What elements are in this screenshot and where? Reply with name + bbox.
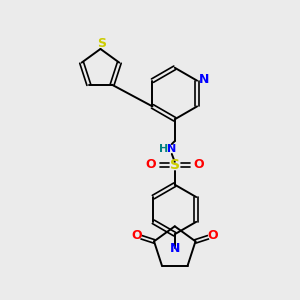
Text: S: S — [170, 158, 180, 172]
Text: N: N — [169, 242, 180, 255]
Text: O: O — [193, 158, 204, 171]
Text: N: N — [167, 144, 176, 154]
Text: S: S — [97, 38, 106, 50]
Text: O: O — [146, 158, 156, 171]
Text: N: N — [199, 73, 209, 86]
Text: H: H — [159, 144, 169, 154]
Text: O: O — [207, 229, 218, 242]
Text: O: O — [132, 229, 142, 242]
